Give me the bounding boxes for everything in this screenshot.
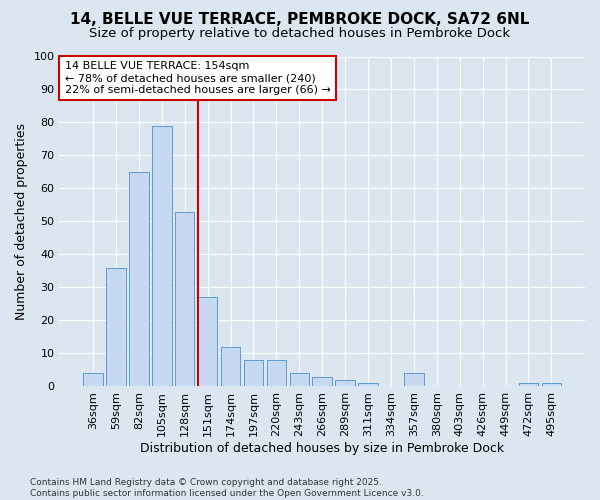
Bar — [83, 374, 103, 386]
Bar — [335, 380, 355, 386]
Bar — [221, 347, 240, 387]
Text: 14 BELLE VUE TERRACE: 154sqm
← 78% of detached houses are smaller (240)
22% of s: 14 BELLE VUE TERRACE: 154sqm ← 78% of de… — [65, 62, 331, 94]
Bar — [244, 360, 263, 386]
Y-axis label: Number of detached properties: Number of detached properties — [15, 123, 28, 320]
Bar — [198, 298, 217, 386]
Bar — [152, 126, 172, 386]
Bar — [290, 374, 309, 386]
Bar — [129, 172, 149, 386]
Text: Contains HM Land Registry data © Crown copyright and database right 2025.
Contai: Contains HM Land Registry data © Crown c… — [30, 478, 424, 498]
Bar — [519, 383, 538, 386]
Bar — [175, 212, 194, 386]
Bar — [313, 376, 332, 386]
Text: 14, BELLE VUE TERRACE, PEMBROKE DOCK, SA72 6NL: 14, BELLE VUE TERRACE, PEMBROKE DOCK, SA… — [70, 12, 530, 28]
Bar — [404, 374, 424, 386]
Bar — [106, 268, 126, 386]
Bar — [542, 383, 561, 386]
Text: Size of property relative to detached houses in Pembroke Dock: Size of property relative to detached ho… — [89, 28, 511, 40]
Bar — [358, 383, 378, 386]
Bar — [266, 360, 286, 386]
X-axis label: Distribution of detached houses by size in Pembroke Dock: Distribution of detached houses by size … — [140, 442, 504, 455]
